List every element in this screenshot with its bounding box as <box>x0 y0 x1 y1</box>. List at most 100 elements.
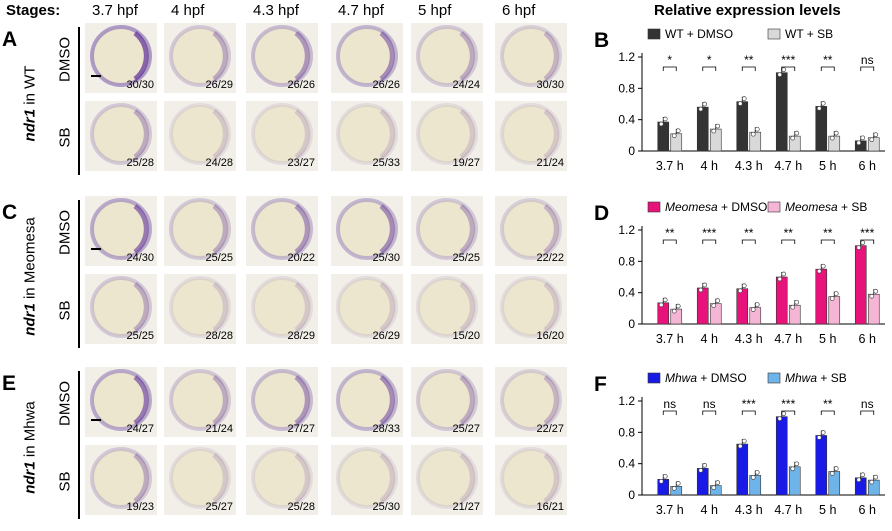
embryo <box>416 369 478 431</box>
row-label: DMSO <box>56 210 74 255</box>
embryo-tile: 25/28 <box>246 445 318 515</box>
data-point <box>658 302 664 308</box>
expression-domain <box>212 31 228 81</box>
embryo-image <box>416 25 478 87</box>
embryo-count: 25/25 <box>126 330 154 342</box>
gene-name: ndr1 <box>21 303 39 336</box>
row-label: SB <box>56 471 74 492</box>
embryo-tile: 16/21 <box>495 445 567 515</box>
embryo-image <box>500 198 562 260</box>
embryo-image <box>169 198 231 260</box>
embryo <box>416 447 478 509</box>
significance-bracket <box>860 239 875 244</box>
embryo-count: 16/20 <box>536 330 564 342</box>
embryo-count: 19/27 <box>452 157 480 169</box>
y-tick-label: 0.8 <box>618 81 635 95</box>
embryo-tile: 26/29 <box>164 23 236 93</box>
data-point <box>869 479 875 485</box>
embryo-tile: 25/27 <box>164 445 236 515</box>
y-tick-label: 0 <box>628 317 635 331</box>
x-tick-label: 5 h <box>819 159 836 173</box>
embryo <box>251 447 313 509</box>
significance-bracket <box>662 66 677 71</box>
embryo-image <box>416 103 478 165</box>
bar <box>788 466 801 496</box>
panel-letter: C <box>2 201 18 224</box>
significance-label: ns <box>663 397 676 411</box>
embryo-count: 24/28 <box>205 157 233 169</box>
embryo-count: 26/29 <box>205 79 233 91</box>
scale-bar <box>91 248 101 250</box>
data-point <box>790 135 796 141</box>
embryo <box>416 198 478 260</box>
embryo-image <box>336 447 398 509</box>
embryo-count: 25/27 <box>205 501 233 513</box>
embryo-count: 26/26 <box>372 79 400 91</box>
embryo <box>90 198 152 260</box>
data-point <box>777 416 783 422</box>
data-point <box>856 245 862 251</box>
embryo-image <box>416 369 478 431</box>
data-point <box>873 474 879 480</box>
expression-domain <box>133 31 149 81</box>
data-point <box>873 288 879 294</box>
embryo <box>500 447 562 509</box>
embryo-image <box>169 103 231 165</box>
embryo <box>169 25 231 87</box>
data-point <box>820 263 826 269</box>
data-point <box>856 477 862 483</box>
embryo <box>90 447 152 509</box>
legend-gene: Meomesa <box>785 200 838 214</box>
row-label: SB <box>56 127 74 148</box>
data-point <box>790 304 796 310</box>
expression-domain <box>459 375 475 425</box>
embryo-count: 28/28 <box>205 330 233 342</box>
embryo-image <box>90 276 152 338</box>
expression-domain <box>379 109 395 159</box>
x-tick-label: 4.7 h <box>774 503 802 517</box>
embryo <box>336 276 398 338</box>
embryo-image <box>416 276 478 338</box>
divider-line <box>78 27 80 175</box>
data-point <box>833 466 839 471</box>
data-point <box>715 298 721 303</box>
data-point <box>856 140 862 146</box>
embryo-image <box>251 276 313 338</box>
legend-swatch <box>647 201 661 213</box>
embryo-tile: 16/20 <box>495 274 567 344</box>
embryo-image <box>500 103 562 165</box>
significance-bracket <box>860 410 875 415</box>
embryo-tile: 26/26 <box>246 23 318 93</box>
divider-line <box>78 200 80 348</box>
embryo-count: 21/24 <box>205 423 233 435</box>
embryo-image <box>251 198 313 260</box>
side-label: ndr1 in Mhwa <box>22 388 39 508</box>
embryo <box>416 25 478 87</box>
embryo <box>336 369 398 431</box>
embryo-count: 30/30 <box>536 79 564 91</box>
significance-label: ** <box>784 226 794 240</box>
bar <box>736 443 749 496</box>
embryo <box>169 447 231 509</box>
data-point <box>702 282 708 288</box>
scale-bar <box>91 419 101 421</box>
embryo-tile: 26/26 <box>331 23 403 93</box>
embryo <box>251 103 313 165</box>
embryo-tile: 21/27 <box>411 445 483 515</box>
legend-swatch <box>647 28 661 40</box>
bar <box>854 245 867 325</box>
bar <box>657 302 670 325</box>
legend-label: Meomesa + SB <box>785 200 867 214</box>
data-point <box>781 411 787 417</box>
expression-domain <box>294 375 310 425</box>
embryo <box>90 25 152 87</box>
embryo-image <box>90 198 152 260</box>
data-point <box>860 135 866 141</box>
embryo-count: 24/27 <box>126 423 154 435</box>
data-point <box>741 438 747 444</box>
expression-domain <box>294 204 310 254</box>
data-point <box>820 100 826 106</box>
genotype-label: in WT <box>21 65 39 109</box>
data-point <box>750 475 756 480</box>
legend-text: + DMSO <box>718 200 768 214</box>
